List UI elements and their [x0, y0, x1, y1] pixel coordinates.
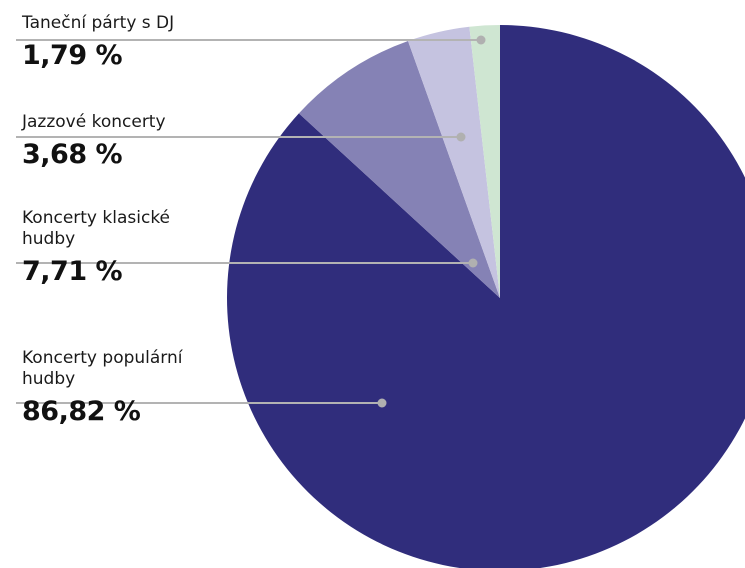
legend-label-jazz: Jazzové koncerty	[22, 112, 166, 132]
legend-item-dj-party: Taneční párty s DJ 1,79 %	[22, 13, 252, 71]
pie-slices	[227, 25, 745, 568]
legend-label-classical: Koncerty klasické hudby	[22, 208, 171, 249]
legend-value-classical: 7,71 %	[22, 256, 123, 287]
legend-value-pop: 86,82 %	[22, 396, 141, 427]
slice-jazz	[408, 26, 500, 299]
slice-dj-party	[469, 25, 500, 298]
leader-jazz-marker	[456, 132, 466, 142]
legend-item-jazz: Jazzové koncerty 3,68 %	[22, 112, 252, 170]
leader-dj-party-marker	[476, 35, 486, 45]
leader-classical-marker	[468, 258, 478, 268]
slice-classical	[298, 40, 500, 298]
legend-value-dj-party: 1,79 %	[22, 40, 123, 71]
legend-label-pop: Koncerty populární hudby	[22, 348, 183, 389]
legend-label-dj-party: Taneční párty s DJ	[22, 13, 175, 33]
slice-pop	[227, 25, 745, 568]
legend-item-pop: Koncerty populární hudby 86,82 %	[22, 348, 222, 427]
legend-value-jazz: 3,68 %	[22, 139, 123, 170]
legend-item-classical: Koncerty klasické hudby 7,71 %	[22, 208, 222, 287]
leader-lines	[16, 35, 486, 408]
leader-pop-marker	[377, 398, 387, 408]
